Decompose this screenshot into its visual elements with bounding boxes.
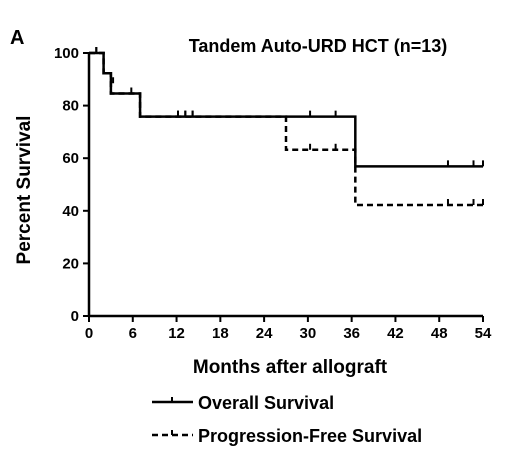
x-tick-label: 0	[85, 325, 93, 342]
x-tick-label: 6	[129, 325, 137, 342]
x-axis: 0 6 12 18 24 30 36 42 48 54	[85, 314, 492, 342]
x-tick-label: 24	[256, 325, 273, 342]
y-tick-label: 20	[62, 255, 79, 272]
panel-label: A	[10, 27, 24, 49]
y-axis-label: Percent Survival	[14, 116, 35, 265]
x-tick-label: 12	[168, 325, 185, 342]
x-tick-label: 18	[212, 325, 229, 342]
x-tick-label: 36	[343, 325, 360, 342]
y-tick-label: 0	[71, 308, 79, 325]
x-tick-label: 54	[475, 325, 492, 342]
legend-label-pfs: Progression-Free Survival	[198, 426, 422, 446]
y-axis: 0 20 40 60 80 100	[54, 45, 91, 325]
y-tick-label: 100	[54, 45, 79, 62]
legend-label-overall-survival: Overall Survival	[198, 393, 334, 413]
legend: Overall Survival Progression-Free Surviv…	[152, 393, 422, 446]
series-line-progression-free-survival	[89, 51, 483, 207]
y-tick-label: 40	[62, 203, 79, 220]
x-tick-label: 30	[300, 325, 317, 342]
legend-item-pfs: Progression-Free Survival	[152, 426, 422, 446]
x-tick-label: 48	[431, 325, 448, 342]
x-axis-label: Months after allograft	[193, 357, 388, 378]
x-tick-label: 42	[387, 325, 404, 342]
chart-title: Tandem Auto-URD HCT (n=13)	[189, 36, 448, 56]
series-layer	[89, 47, 484, 207]
legend-item-overall-survival: Overall Survival	[152, 393, 334, 413]
y-tick-label: 80	[62, 98, 79, 115]
y-tick-label: 60	[62, 150, 79, 167]
